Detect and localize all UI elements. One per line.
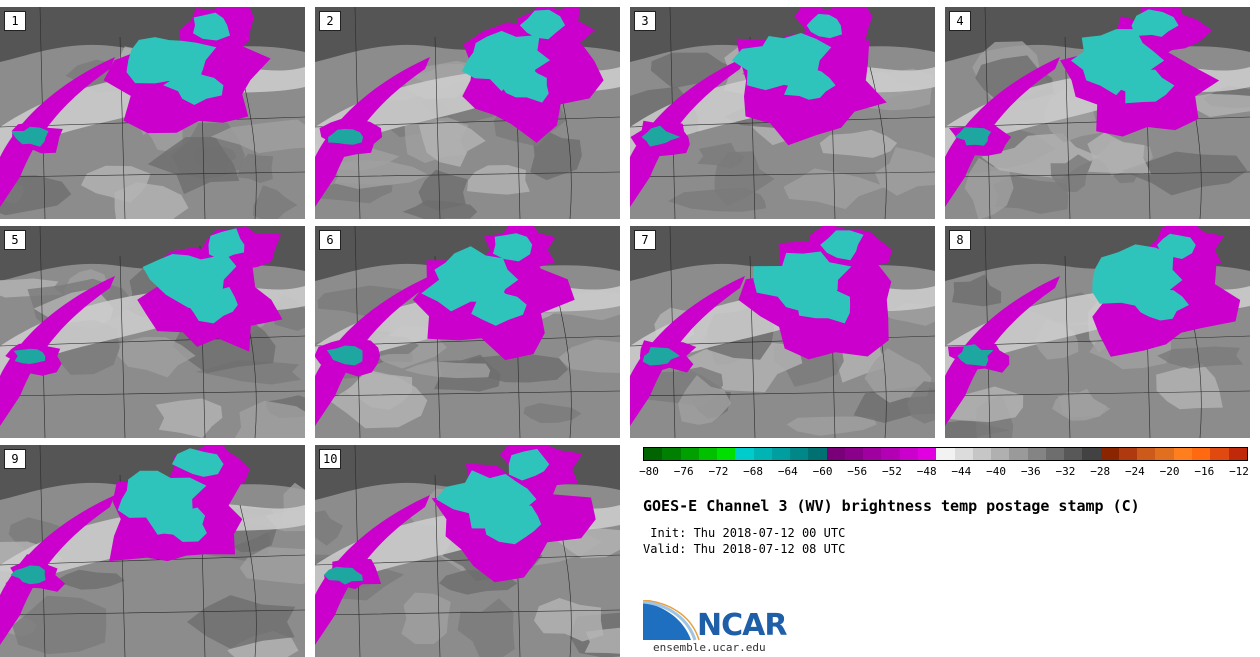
colorbar-tick-label: −20 (1159, 465, 1180, 478)
colorbar-segment (1082, 448, 1101, 460)
colorbar-tick-label: −36 (1020, 465, 1041, 478)
colorbar-segment (735, 448, 754, 460)
panel-number: 4 (949, 11, 971, 31)
colorbar-segment (936, 448, 955, 460)
panel-number: 2 (319, 11, 341, 31)
colorbar-tick-label: −68 (743, 465, 764, 478)
colorbar-segment (698, 448, 718, 460)
colorbar-segment (753, 448, 772, 460)
water-vapor-map (945, 226, 1250, 438)
colorbar-segment (1155, 448, 1174, 460)
postage-stamp-panel: 8 (945, 226, 1250, 438)
colorbar-segment (1210, 448, 1229, 460)
colorbar-tick-label: −56 (847, 465, 868, 478)
colorbar-segment (991, 448, 1010, 460)
figure-title: GOES-E Channel 3 (WV) brightness temp po… (643, 497, 1140, 515)
colorbar-segment (771, 448, 791, 460)
colorbar-tick-label: −44 (951, 465, 972, 478)
water-vapor-map (315, 226, 620, 438)
ncar-logo-text: NCAR (697, 608, 787, 643)
water-vapor-map (630, 226, 935, 438)
postage-stamp-panel: 6 (315, 226, 620, 438)
colorbar-segment (680, 448, 699, 460)
colorbar-tick-label: −40 (986, 465, 1006, 478)
colorbar-segment (717, 448, 736, 460)
colorbar-segment (1027, 448, 1046, 460)
colorbar-segment (790, 448, 809, 460)
colorbar-segment (808, 448, 827, 460)
colorbar-tick-label: −24 (1124, 465, 1145, 478)
colorbar-segment (881, 448, 900, 460)
postage-stamp-panel: 9 (0, 445, 305, 657)
colorbar-segment (1173, 448, 1192, 460)
colorbar-tick-label: −32 (1055, 465, 1076, 478)
colorbar (643, 447, 1248, 461)
postage-stamp-panel: 10 (315, 445, 620, 657)
colorbar-tick-label: −80 (639, 465, 659, 478)
colorbar-segment (954, 448, 973, 460)
panel-number: 9 (4, 449, 26, 469)
colorbar-segment (644, 448, 663, 460)
colorbar-segment (1045, 448, 1065, 460)
postage-stamp-panel: 1 (0, 7, 305, 219)
colorbar-segment (826, 448, 845, 460)
colorbar-segment (1009, 448, 1028, 460)
panel-number: 1 (4, 11, 26, 31)
colorbar-tick-label: −52 (882, 465, 902, 478)
panel-number: 5 (4, 230, 26, 250)
postage-stamp-panel: 3 (630, 7, 935, 219)
panel-number: 8 (949, 230, 971, 250)
colorbar-segment (917, 448, 937, 460)
postage-stamp-panel: 2 (315, 7, 620, 219)
water-vapor-map (315, 7, 620, 219)
colorbar-tick-label: −60 (812, 465, 833, 478)
water-vapor-map (315, 445, 620, 657)
colorbar-segment (1228, 448, 1247, 460)
water-vapor-map (630, 7, 935, 219)
colorbar-segment (1100, 448, 1119, 460)
colorbar-segment (1191, 448, 1211, 460)
colorbar-tick-label: −64 (777, 465, 798, 478)
valid-time: Valid: Thu 2018-07-12 08 UTC (643, 542, 846, 556)
postage-stamp-panel: 4 (945, 7, 1250, 219)
colorbar-segment (844, 448, 864, 460)
init-time: Init: Thu 2018-07-12 00 UTC (643, 526, 846, 540)
water-vapor-map (0, 7, 305, 219)
panel-number: 6 (319, 230, 341, 250)
colorbar-tick-label: −28 (1090, 465, 1111, 478)
colorbar-tick-label: −12 (1229, 465, 1249, 478)
colorbar-segment (662, 448, 681, 460)
colorbar-tick-label: −76 (673, 465, 694, 478)
colorbar-segment (972, 448, 992, 460)
colorbar-tick-label: −16 (1194, 465, 1215, 478)
colorbar-segment (1137, 448, 1156, 460)
colorbar-tick-label: −48 (916, 465, 937, 478)
water-vapor-map (945, 7, 1250, 219)
panel-number: 7 (634, 230, 656, 250)
colorbar-segment (1118, 448, 1138, 460)
water-vapor-map (0, 226, 305, 438)
postage-stamp-panel: 5 (0, 226, 305, 438)
panel-number: 3 (634, 11, 656, 31)
postage-stamp-panel: 7 (630, 226, 935, 438)
colorbar-segment (899, 448, 918, 460)
colorbar-segment (1064, 448, 1083, 460)
site-url: ensemble.ucar.edu (653, 641, 766, 654)
ncar-logo-icon (643, 600, 700, 641)
water-vapor-map (0, 445, 305, 657)
colorbar-tick-labels: −80 −76 −72 −68 −64 −60 −56 −52 −48 −44 −40 −36 −32 −… (639, 465, 1249, 481)
panel-number: 10 (319, 449, 342, 469)
colorbar-tick-label: −72 (708, 465, 729, 478)
colorbar-segment (863, 448, 882, 460)
